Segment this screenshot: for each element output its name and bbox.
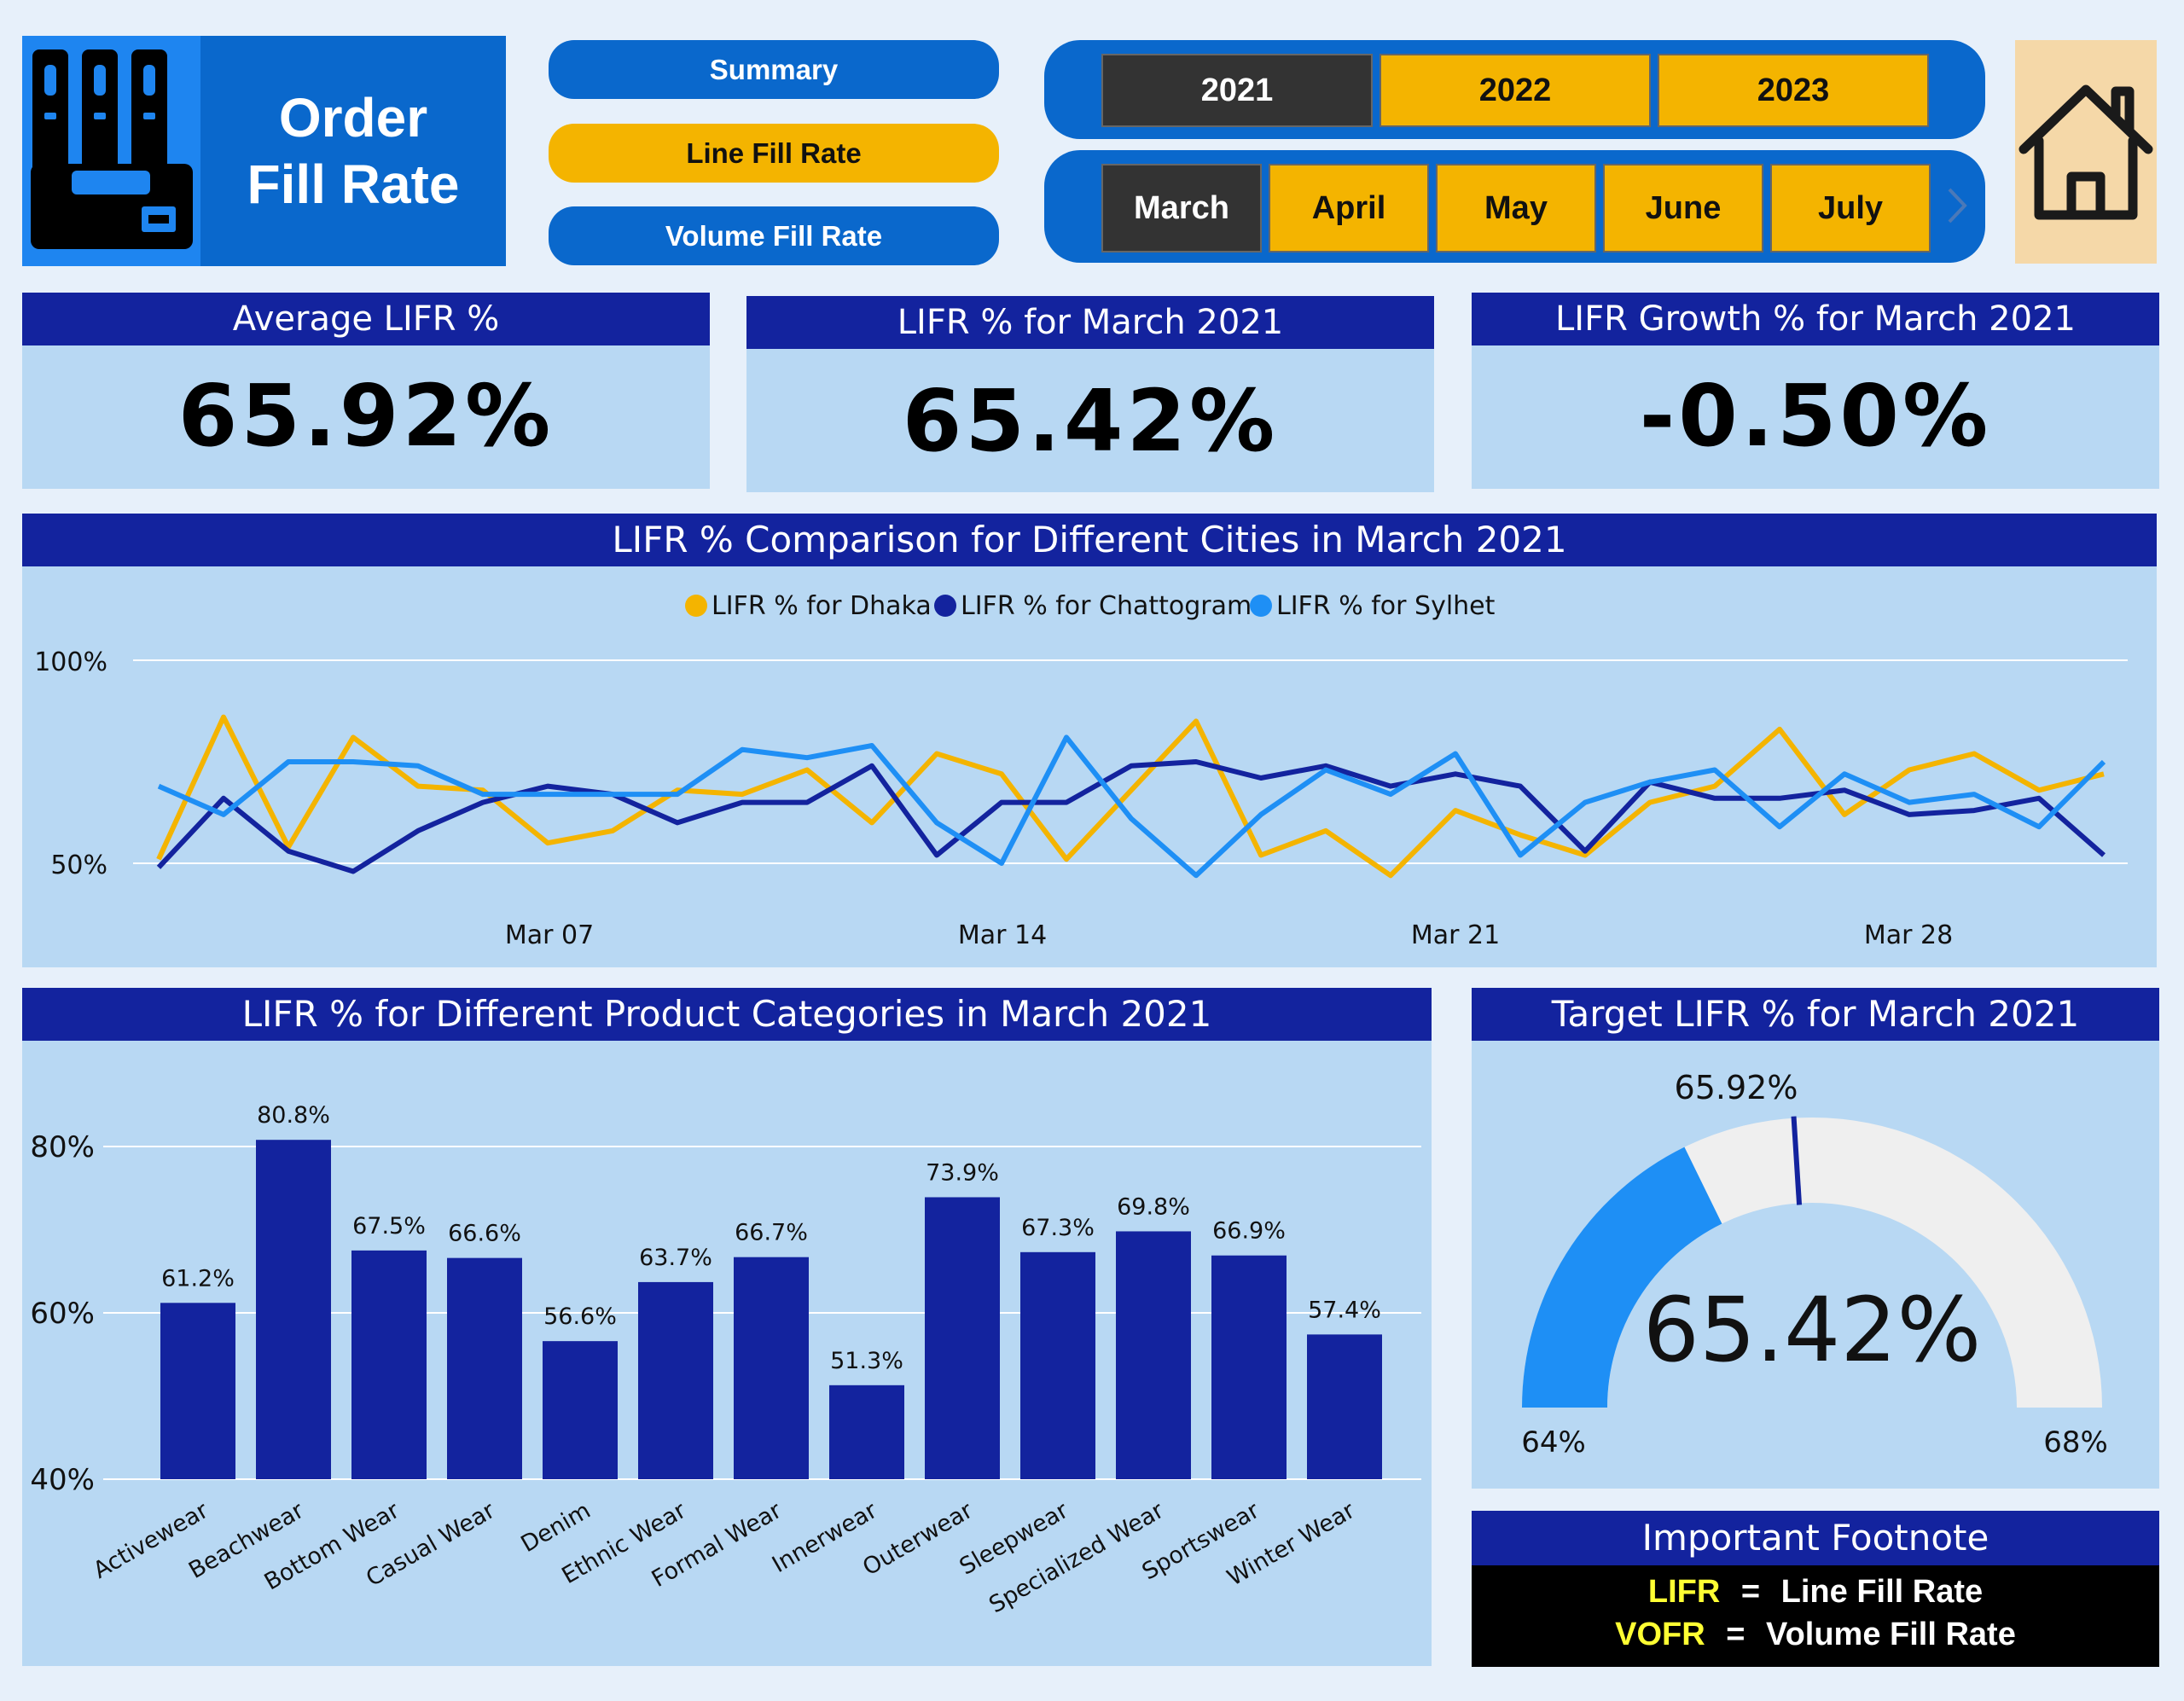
gauge-chart: 65.92% 65.42% 64% 68% [1521,1069,2108,1460]
legend-label-sylhet: LIFR % for Sylhet [1276,591,1496,621]
logo-tile: Order Fill Rate [22,36,506,266]
kpi-month-value: 65.42% [902,371,1279,471]
footnote-box: LIFR = Line Fill Rate VOFR = Volume Fill… [1472,1565,2159,1667]
line-chart-title: LIFR % Comparison for Different Cities i… [22,514,2157,566]
kpi-growth-value: -0.50% [1639,366,1992,466]
bar-y-tick-40: 40% [30,1463,95,1497]
summary-button[interactable]: Summary [549,40,999,99]
bar-sleepwear [1020,1251,1095,1479]
gauge-title: Target LIFR % for March 2021 [1472,988,2159,1041]
bar-y-tick-80: 80% [30,1130,95,1164]
footnote-line-1: LIFR = Line Fill Rate [1472,1570,2159,1613]
binders-tray-icon [22,36,200,266]
bar-value-label-specialized-wear: 69.8% [1117,1193,1190,1220]
bar-value-label-outerwear: 73.9% [926,1159,999,1186]
chevron-right-icon[interactable] [1944,184,1970,227]
legend-marker-dhaka [685,595,707,617]
month-button-june[interactable]: June [1603,164,1763,253]
bar-value-label-beachwear: 80.8% [257,1102,330,1129]
month-button-april[interactable]: April [1269,164,1429,253]
bar-value-label-activewear: 61.2% [161,1265,235,1292]
gauge-max-label: 68% [2043,1425,2108,1460]
footnote-eq-2: = [1726,1617,1745,1652]
line-x-tick-mar14: Mar 14 [958,920,1047,950]
line-y-tick-50: 50% [50,850,107,880]
line-x-tick-mar21: Mar 21 [1411,920,1500,950]
bar-value-label-sportswear: 66.9% [1212,1218,1286,1245]
bar-activewear [160,1303,235,1479]
line-chart-legend: LIFR % for Dhaka LIFR % for Chattogram L… [685,591,1496,621]
month-button-march[interactable]: March [1101,164,1262,253]
bar-value-label-sleepwear: 67.3% [1021,1215,1095,1241]
legend-label-dhaka: LIFR % for Dhaka [712,591,932,621]
gauge-target-marker [1791,1116,1803,1205]
legend-marker-sylhet [1250,595,1272,617]
line-chart: LIFR % for Dhaka LIFR % for Chattogram L… [34,591,2128,950]
app-title: Order Fill Rate [200,36,506,266]
gauge-value-label: 65.42% [1643,1278,1982,1382]
bar-chart-title: LIFR % for Different Product Categories … [22,988,1432,1041]
kpi-average-label: Average LIFR % [22,293,710,345]
footnote-key-vofr: VOFR [1615,1617,1705,1652]
bar-y-tick-60: 60% [30,1297,95,1331]
bar-specialized-wear [1116,1231,1191,1479]
bar-sportswear [1211,1255,1287,1479]
bar-value-label-innerwear: 51.3% [830,1348,903,1374]
bar-chart: 80% 60% 40% 61.2%Activewear80.8%Beachwea… [30,1102,1421,1619]
footnote-val-vofr: Volume Fill Rate [1766,1617,2016,1652]
line-y-tick-100: 100% [34,647,107,677]
kpi-month-label: LIFR % for March 2021 [746,296,1434,349]
bar-outerwear [925,1197,1000,1479]
bar-value-label-winter-wear: 57.4% [1308,1297,1381,1323]
line-x-tick-mar28: Mar 28 [1864,920,1953,950]
volume-fill-rate-button[interactable]: Volume Fill Rate [549,206,999,265]
month-button-july[interactable]: July [1770,164,1931,253]
gauge-fill [1522,1147,1722,1408]
bar-category-label-outerwear: Outerwear [858,1497,978,1582]
bar-value-label-formal-wear: 66.7% [735,1220,808,1246]
line-series-chattogram [156,759,2106,874]
bar-category-label-denim: Denim [517,1497,595,1558]
bar-value-label-denim: 56.6% [543,1303,617,1330]
year-slicer: 2021 2022 2023 [1044,40,1985,139]
app-title-line1: Order [278,87,428,148]
footnote-key-lifr: LIFR [1647,1574,1721,1610]
line-series-dhaka [156,714,2105,879]
month-button-may[interactable]: May [1436,164,1596,253]
line-chart-panel [22,514,2157,967]
bar-value-label-ethnic-wear: 63.7% [639,1245,712,1271]
line-x-tick-mar07: Mar 07 [505,920,594,950]
bar-value-label-bottom-wear: 67.5% [352,1213,426,1239]
gauge-target-label: 65.92% [1675,1069,1798,1106]
bar-denim [543,1341,618,1479]
bar-innerwear [829,1385,904,1479]
footnote-val-lifr: Line Fill Rate [1780,1574,1984,1610]
year-button-2023[interactable]: 2023 [1658,54,1929,127]
kpi-average-value: 65.92% [177,366,555,466]
year-button-2022[interactable]: 2022 [1380,54,1651,127]
line-fill-rate-button[interactable]: Line Fill Rate [549,124,999,183]
home-icon [2018,84,2153,220]
gauge-min-label: 64% [1521,1425,1586,1460]
bar-ethnic-wear [638,1281,713,1479]
bar-bottom-wear [351,1250,427,1479]
footnote-title: Important Footnote [1472,1511,2159,1565]
bar-formal-wear [734,1257,809,1479]
bar-category-label-specialized-wear: Specialized Wear [985,1497,1169,1619]
bar-beachwear [256,1140,331,1479]
year-button-2021[interactable]: 2021 [1101,54,1373,127]
bar-winter-wear [1307,1334,1382,1479]
bar-casual-wear [447,1257,522,1479]
month-slicer: March April May June July [1044,150,1985,263]
app-title-line2: Fill Rate [247,154,460,215]
line-series-sylhet [157,734,2106,879]
footnote-line-2: VOFR = Volume Fill Rate [1472,1613,2159,1656]
bar-value-label-casual-wear: 66.6% [448,1221,521,1247]
home-button[interactable] [2015,40,2157,264]
kpi-growth-label: LIFR Growth % for March 2021 [1472,293,2159,345]
legend-marker-chattogram [934,595,956,617]
footnote-eq-1: = [1740,1574,1761,1610]
legend-label-chattogram: LIFR % for Chattogram [961,591,1252,621]
